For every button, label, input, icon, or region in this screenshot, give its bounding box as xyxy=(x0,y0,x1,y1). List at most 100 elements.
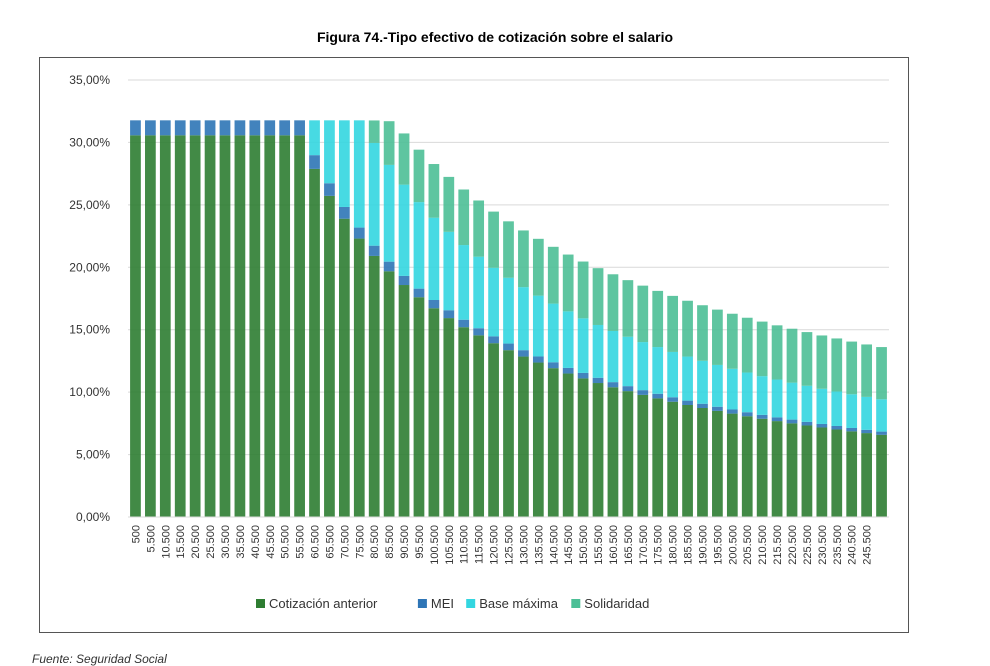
bar-segment xyxy=(368,142,380,246)
bar-segment xyxy=(876,347,887,400)
x-tick-label: 240.500 xyxy=(847,525,859,565)
x-tick-label: 90.500 xyxy=(399,525,411,559)
y-tick-label: 30,00% xyxy=(69,135,110,149)
bar-segment xyxy=(324,120,335,184)
x-tick-label: 115.500 xyxy=(474,525,486,564)
bar-segment xyxy=(562,254,574,312)
bar-segment xyxy=(667,351,679,398)
bar-segment xyxy=(577,261,589,319)
bar-segment xyxy=(831,425,843,430)
bar-segment xyxy=(801,425,813,517)
bar-segment xyxy=(697,408,708,517)
bar-segment xyxy=(816,388,828,424)
x-tick-label: 85.500 xyxy=(384,525,396,559)
legend-swatch xyxy=(417,599,427,608)
bar-segment xyxy=(801,385,813,422)
bar-segment xyxy=(428,300,440,309)
x-tick-label: 60.500 xyxy=(310,525,322,559)
x-tick-label: 185.500 xyxy=(683,525,695,565)
bar-segment xyxy=(592,324,604,378)
bar-segment xyxy=(159,135,171,517)
bar-segment xyxy=(413,288,425,298)
bar-segment xyxy=(846,427,858,432)
bar-segment xyxy=(861,344,872,397)
bar-segment xyxy=(309,120,320,156)
bar-segment xyxy=(294,120,305,136)
bar-segment xyxy=(249,135,261,517)
y-tick-label: 15,00% xyxy=(69,323,110,337)
bar-segment xyxy=(383,271,395,517)
legend-swatch xyxy=(466,599,476,608)
bar-segment xyxy=(234,120,246,136)
bar-segment xyxy=(562,373,574,517)
x-tick-label: 30.500 xyxy=(220,525,232,559)
bar-segment xyxy=(741,412,753,417)
bar-segment xyxy=(682,405,693,517)
bar-segment xyxy=(876,431,887,435)
bar-segment xyxy=(503,343,514,351)
bar-segment xyxy=(473,328,485,336)
bar-segment xyxy=(279,120,291,136)
x-tick-label: 220.500 xyxy=(787,525,799,565)
bar-segment xyxy=(145,120,156,136)
x-tick-label: 15.500 xyxy=(175,525,187,559)
bar-segment xyxy=(637,394,649,517)
bar-segment xyxy=(368,255,380,518)
x-tick-label: 195.500 xyxy=(712,525,724,565)
bar-segment xyxy=(174,135,186,517)
bar-segment xyxy=(592,383,604,517)
bar-segment xyxy=(219,135,231,517)
bar-segment xyxy=(458,319,470,328)
bar-segment xyxy=(846,341,858,395)
bar-segment xyxy=(861,433,872,517)
bar-segment xyxy=(547,362,559,369)
x-tick-label: 170.500 xyxy=(638,525,650,565)
bar-segment xyxy=(547,303,559,363)
y-tick-label: 20,00% xyxy=(69,260,110,274)
x-tick-label: 175.500 xyxy=(653,525,665,565)
bar-segment xyxy=(607,330,619,383)
y-tick-label: 35,00% xyxy=(69,73,110,87)
bar-segment xyxy=(756,321,768,377)
x-tick-label: 245.500 xyxy=(862,525,874,565)
x-tick-label: 130.500 xyxy=(518,525,530,565)
bar-segment xyxy=(413,202,425,289)
bar-segment xyxy=(473,200,485,257)
bar-segment xyxy=(577,378,589,517)
bar-segment xyxy=(577,372,589,379)
x-tick-label: 75.500 xyxy=(354,525,366,559)
bar-segment xyxy=(518,356,529,517)
x-tick-label: 100.500 xyxy=(429,525,441,565)
bar-segment xyxy=(264,135,276,517)
x-tick-label: 20.500 xyxy=(190,525,202,559)
bar-segment xyxy=(712,309,723,365)
bar-segment xyxy=(712,406,723,411)
bar-segment xyxy=(398,285,410,517)
y-tick-label: 5,00% xyxy=(76,448,110,462)
bar-segment xyxy=(816,427,828,517)
x-tick-label: 35.500 xyxy=(235,525,247,559)
bar-segment xyxy=(398,133,410,185)
x-tick-label: 235.500 xyxy=(832,525,844,565)
legend-label: Base máxima xyxy=(479,596,559,611)
bar-segment xyxy=(741,317,753,373)
bar-segment xyxy=(279,135,291,517)
bar-segment xyxy=(682,300,693,357)
bar-segment xyxy=(338,120,350,207)
x-tick-label: 125.500 xyxy=(504,525,516,565)
bar-segment xyxy=(741,372,753,413)
bar-segment xyxy=(458,327,470,517)
x-tick-label: 40.500 xyxy=(250,525,262,559)
bar-segment xyxy=(622,336,634,387)
bar-segment xyxy=(652,398,664,517)
y-tick-label: 0,00% xyxy=(76,510,110,524)
bar-segment xyxy=(652,393,664,399)
bar-segment xyxy=(532,295,544,357)
x-tick-label: 70.500 xyxy=(339,525,351,559)
bar-segment xyxy=(249,120,261,136)
chart-frame xyxy=(39,57,909,633)
bar-segment xyxy=(488,336,499,344)
bar-segment xyxy=(398,275,410,286)
bar-segment xyxy=(324,195,335,517)
